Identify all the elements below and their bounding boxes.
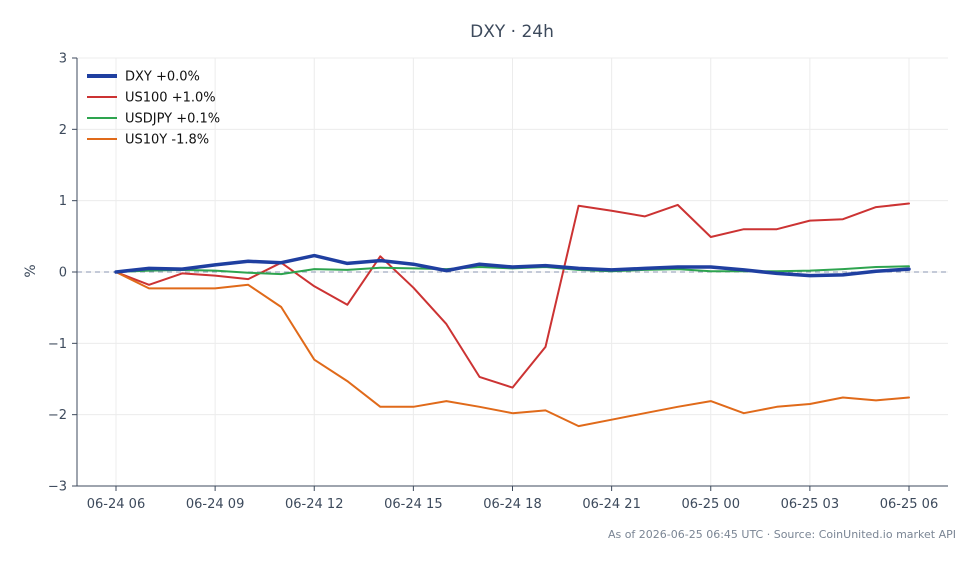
chart-title: DXY · 24h	[470, 22, 554, 42]
legend-entry-0: DXY +0.0%	[125, 70, 200, 85]
y-tick-label: 2	[59, 123, 67, 138]
y-tick-label: 1	[59, 194, 67, 209]
x-tick-label: 06-25 00	[682, 497, 740, 512]
y-tick-label: −1	[48, 337, 67, 352]
series-line-0	[114, 253, 911, 278]
y-tick-label: −2	[48, 408, 67, 423]
x-tick-label: 06-25 06	[880, 497, 938, 512]
x-tick-label: 06-24 18	[483, 497, 541, 512]
footer-source: As of 2026-06-25 06:45 UTC · Source: Coi…	[608, 528, 956, 541]
legend: DXY +0.0% US100 +1.0% USDJPY +0.1% US10Y -1…	[87, 70, 220, 148]
x-tick-label: 06-24 06	[87, 497, 145, 512]
legend-entry-2: USDJPY +0.1%	[125, 112, 220, 127]
y-tick-label: −3	[48, 480, 67, 495]
y-axis-ticks: 3 2 1 0 −1 −2 −3	[48, 52, 77, 495]
y-axis-label: %	[23, 264, 39, 277]
x-tick-label: 06-25 03	[781, 497, 839, 512]
x-tick-label: 06-24 12	[285, 497, 343, 512]
x-axis-ticks: 06-24 06 06-24 09 06-24 12 06-24 15 06-24 18…	[87, 486, 938, 512]
y-tick-label: 0	[59, 266, 67, 281]
legend-entry-1: US100 +1.0%	[125, 91, 216, 106]
x-tick-label: 06-24 21	[582, 497, 640, 512]
y-tick-label: 3	[59, 52, 67, 67]
x-tick-label: 06-24 15	[384, 497, 442, 512]
series-lines	[114, 202, 911, 428]
series-line-1	[115, 202, 910, 389]
legend-entry-3: US10Y -1.8%	[125, 133, 209, 148]
x-tick-label: 06-24 09	[186, 497, 244, 512]
series-line-3	[115, 271, 910, 428]
